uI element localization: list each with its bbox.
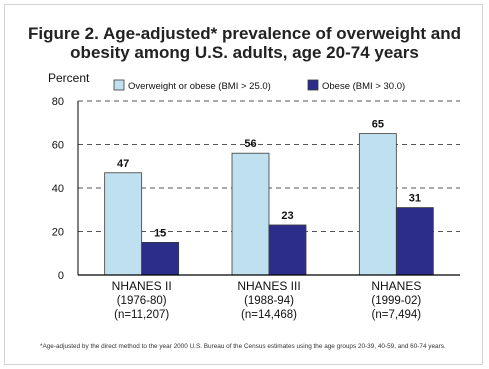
obese-value-label: 31 [409,193,421,205]
legend-label-overweight: Overweight or obese (BMI > 25.0) [128,81,271,92]
overweight-value-label: 65 [372,119,384,131]
x-category-name: NHANES III [237,279,300,293]
legend-swatch-obese [307,79,319,91]
x-category-name: NHANES II [112,279,172,293]
y-tick-label: 60 [52,140,64,152]
overweight-value-label: 47 [117,158,129,170]
x-category-sample: (n=14,468) [241,309,297,321]
y-tick-label: 20 [52,227,64,239]
y-axis-label: Percent [48,71,90,85]
legend: Overweight or obese (BMI > 25.0) Obese (B… [113,79,405,92]
chart-title-line-1: Figure 2. Age-adjusted* prevalence of ov… [28,24,461,43]
obese-bar [395,207,434,276]
legend-swatch-overweight [113,79,125,91]
y-tick-label: 0 [58,270,64,282]
chart-title: Figure 2. Age-adjusted* prevalence of ov… [0,24,489,62]
x-category-years: (1976-80) [117,295,167,307]
obese-value-label: 23 [281,210,293,222]
y-tick-label: 80 [52,96,64,108]
overweight-bar [358,133,397,276]
x-category-name: NHANES [371,279,421,293]
label-layer: 47 15 56 23 65 31 [117,119,421,240]
overweight-bar [104,172,143,276]
legend-label-obese: Obese (BMI > 30.0) [322,81,405,92]
x-category-sample: (n=7,494) [372,309,422,321]
x-category-years: (1988-94) [244,295,294,307]
chart-title-line-2: obesity among U.S. adults, age 20-74 yea… [70,43,419,62]
bar-layer [104,133,434,276]
x-category-sample: (n=11,207) [114,309,169,321]
axis-layer: 0 20 40 60 80 Percent NHANES II (1976-80) (n=11,… [48,71,460,321]
overweight-bar [231,152,270,276]
x-category-years: (1999-02) [371,295,421,307]
obese-bar [141,241,180,276]
obese-value-label: 15 [154,227,166,239]
overweight-value-label: 56 [244,138,256,150]
y-tick-label: 40 [52,183,64,195]
footnote: *Age-adjusted by the direct method to th… [40,343,446,350]
obese-bar [268,224,307,276]
